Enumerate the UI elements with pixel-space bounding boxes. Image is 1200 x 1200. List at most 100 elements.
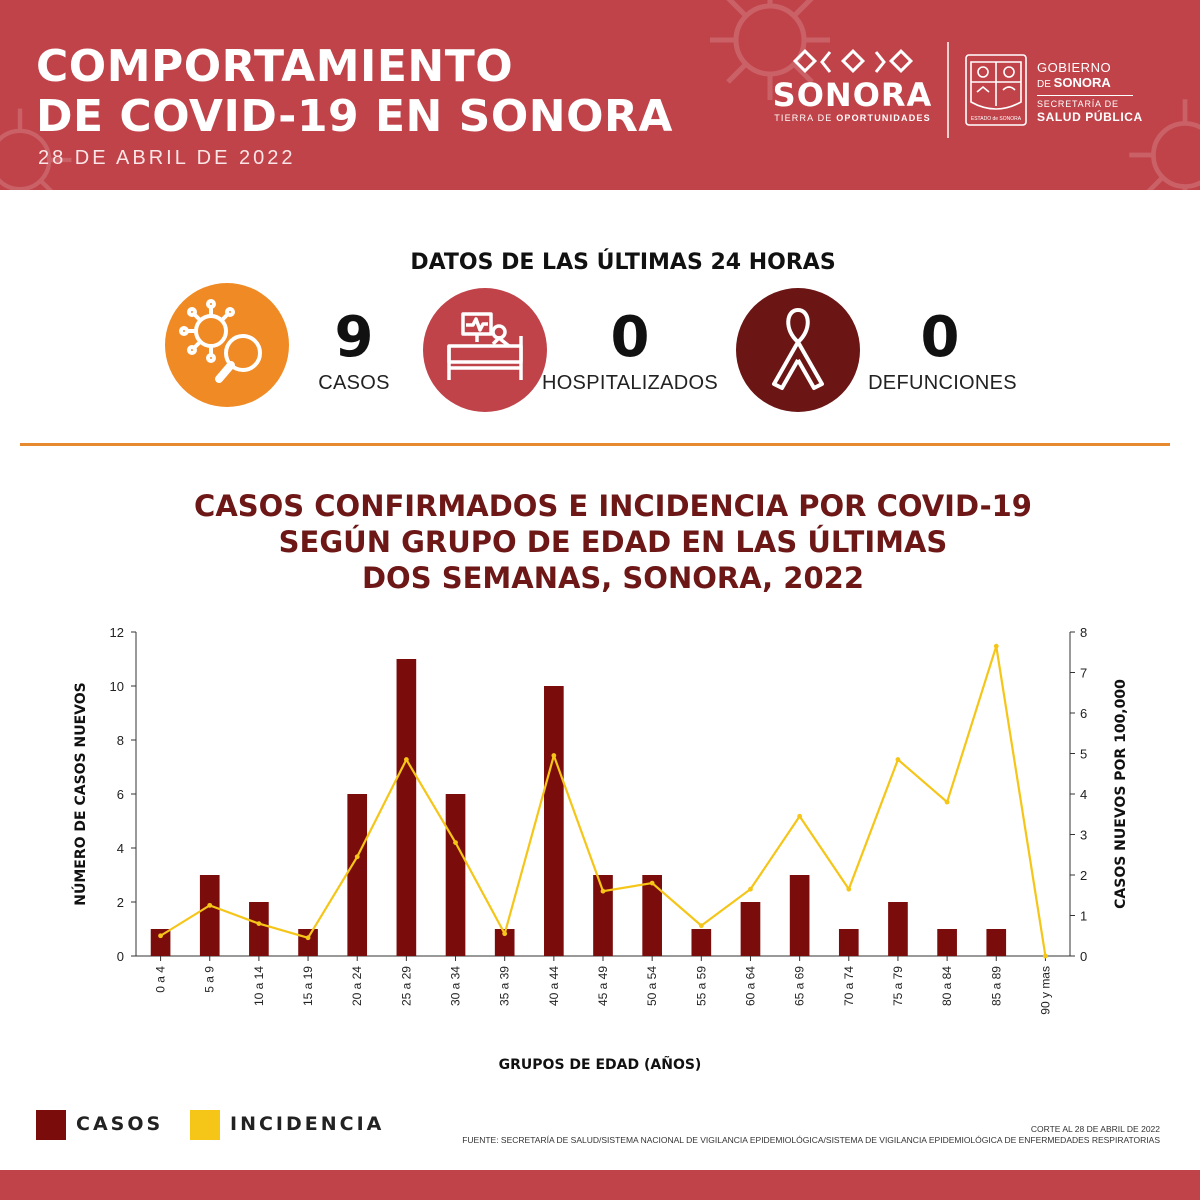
- y-tick-label: 8: [117, 733, 124, 748]
- y2-tick-label: 8: [1080, 625, 1087, 640]
- x-tick-label: 30 a 34: [449, 966, 463, 1006]
- seal-text: ESTADO de SONORA: [971, 116, 1022, 122]
- x-tick-label: 35 a 39: [498, 966, 512, 1006]
- ribbon-icon: [772, 308, 824, 390]
- x-tick-label: 80 a 84: [940, 966, 954, 1006]
- bar-casos: [347, 794, 368, 956]
- gob-line2-bold: SONORA: [1053, 75, 1111, 90]
- section-divider: [20, 443, 1170, 446]
- chart-title: CASOS CONFIRMADOS E INCIDENCIA POR COVID…: [0, 488, 1200, 596]
- legend-swatch-incidencia: [190, 1110, 220, 1140]
- tagline-plain: TIERRA DE: [774, 113, 837, 123]
- bar-casos: [986, 929, 1007, 956]
- bar-casos: [789, 875, 810, 956]
- bar-casos: [937, 929, 957, 956]
- x-tick-label: 25 a 29: [399, 966, 413, 1006]
- x-axis-label: GRUPOS DE EDAD (AÑOS): [499, 1056, 702, 1073]
- hospitalized-icon-circle: [423, 288, 547, 412]
- hospital-bed-icon: [447, 312, 523, 380]
- y2-axis-label: CASOS NUEVOS POR 100,000: [1113, 679, 1129, 909]
- x-tick-label: 40 a 44: [547, 966, 561, 1006]
- legend-swatch-casos: [36, 1110, 66, 1140]
- y2-tick-label: 6: [1080, 706, 1087, 721]
- virus-decoration-icon: [0, 108, 72, 190]
- bar-casos: [396, 659, 417, 956]
- incidence-point: [846, 886, 852, 892]
- page-title-line1: COMPORTAMIENTO: [36, 41, 514, 92]
- y2-tick-label: 5: [1080, 747, 1087, 762]
- gob-line3: SECRETARÍA DE: [1037, 99, 1119, 109]
- sonora-logo-word: SONORA: [772, 76, 933, 114]
- x-tick-label: 90 y mas: [1038, 966, 1052, 1015]
- x-tick-label: 50 a 54: [645, 966, 659, 1006]
- chart-title-line2: SEGÚN GRUPO DE EDAD EN LAS ÚLTIMAS: [278, 525, 948, 559]
- bar-casos: [740, 902, 761, 956]
- legend-label-casos: CASOS: [76, 1113, 164, 1135]
- x-tick-label: 70 a 74: [842, 966, 856, 1006]
- incidence-point: [748, 886, 753, 892]
- x-tick-label: 60 a 64: [743, 966, 757, 1006]
- gob-line2: DE SONORA: [1037, 75, 1157, 92]
- gob-line2-small: DE: [1037, 79, 1054, 90]
- bar-casos: [544, 686, 564, 956]
- x-tick-label: 55 a 59: [694, 966, 708, 1006]
- header-banner: COMPORTAMIENTO DE COVID-19 EN SONORA 28 …: [0, 0, 1200, 190]
- incidence-point: [256, 921, 262, 926]
- y2-tick-label: 1: [1080, 909, 1087, 924]
- bar-casos: [642, 875, 662, 956]
- y2-tick-label: 2: [1080, 868, 1087, 883]
- y-tick-label: 12: [110, 625, 124, 640]
- x-tick-label: 65 a 69: [793, 966, 807, 1006]
- page-title-line2: DE COVID-19 EN SONORA: [36, 91, 673, 142]
- footer-bar: [0, 1170, 1200, 1200]
- x-tick-label: 15 a 19: [301, 966, 315, 1006]
- bar-casos: [150, 929, 171, 956]
- chart-title-line3: DOS SEMANAS, SONORA, 2022: [361, 561, 865, 595]
- y-axis-label: NÚMERO DE CASOS NUEVOS: [71, 682, 89, 905]
- source-text: FUENTE: SECRETARÍA DE SALUD/SISTEMA NACI…: [462, 1135, 1160, 1145]
- gob-line1: GOBIERNO: [1037, 60, 1112, 75]
- incidence-point: [698, 923, 704, 929]
- bar-casos: [199, 875, 220, 956]
- bar-casos: [691, 929, 712, 956]
- bar-casos: [249, 902, 269, 956]
- hospitalized-label: HOSPITALIZADOS: [541, 372, 719, 394]
- sonora-logo: SONORA TIERRA DE OPORTUNIDADES: [770, 48, 935, 132]
- x-tick-label: 10 a 14: [252, 966, 266, 1006]
- y2-tick-label: 4: [1080, 787, 1087, 802]
- incidence-point: [600, 888, 606, 894]
- virus-decoration-icon: [710, 0, 830, 100]
- source-cutoff: CORTE AL 28 DE ABRIL DE 2022: [1030, 1124, 1160, 1134]
- deaths-label: DEFUNCIONES: [868, 372, 1017, 394]
- bar-casos: [838, 929, 859, 956]
- hospitalized-value: 0: [610, 305, 650, 370]
- cases-label: CASOS: [318, 372, 390, 394]
- y2-tick-label: 3: [1080, 828, 1087, 843]
- y-tick-label: 0: [117, 949, 124, 964]
- gob-separator: [1037, 95, 1133, 96]
- bar-casos: [593, 875, 613, 956]
- y-tick-label: 2: [117, 895, 124, 910]
- x-tick-label: 85 a 89: [989, 966, 1003, 1006]
- virus-decoration-icon: [1129, 99, 1200, 190]
- incidence-point: [1043, 953, 1048, 959]
- bar-casos: [888, 902, 908, 956]
- sonora-logo-tagline: TIERRA DE OPORTUNIDADES: [770, 113, 935, 123]
- deaths-value: 0: [920, 305, 960, 370]
- incidence-point: [207, 902, 213, 908]
- bar-casos: [445, 794, 466, 956]
- x-tick-label: 5 a 9: [203, 966, 217, 993]
- y2-tick-label: 0: [1080, 949, 1087, 964]
- bar-casos: [494, 929, 515, 956]
- y-tick-label: 10: [110, 679, 124, 694]
- x-tick-label: 75 a 79: [891, 966, 905, 1006]
- incidence-point: [158, 933, 163, 939]
- incidence-point: [354, 854, 360, 860]
- legend-label-incidencia: INCIDENCIA: [230, 1113, 385, 1135]
- bar-casos: [298, 929, 318, 956]
- y-tick-label: 6: [117, 787, 124, 802]
- cases-icon-circle: [165, 283, 289, 407]
- x-tick-label: 45 a 49: [596, 966, 610, 1006]
- incidence-point: [305, 935, 311, 941]
